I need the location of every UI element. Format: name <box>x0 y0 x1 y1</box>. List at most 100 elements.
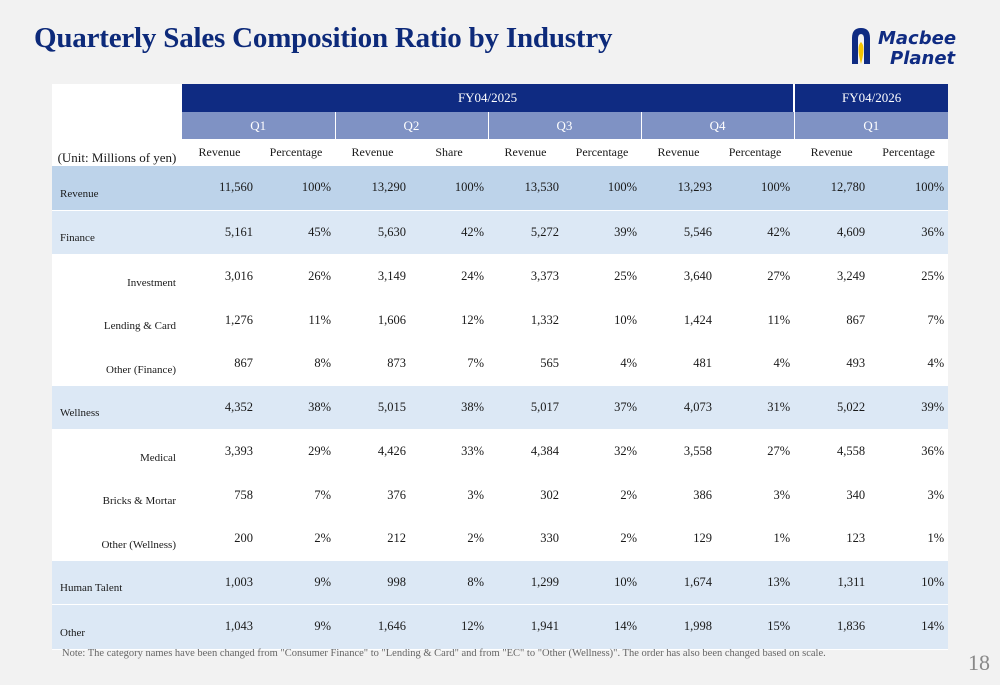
quarter-header-q1-2026: Q1 <box>793 112 949 139</box>
revenue-cell: 5,161 <box>182 210 257 255</box>
revenue-cell: 212 <box>387 531 406 546</box>
percentage-cell: 2% <box>467 531 484 546</box>
revenue-cell: 3,373 <box>530 269 559 284</box>
percentage-cell: 8% <box>314 356 331 371</box>
percentage-cell: 37% <box>563 385 641 430</box>
macbee-planet-logo: Macbee Planet <box>852 28 957 68</box>
percentage-cell: 39% <box>563 210 641 255</box>
row-label: Finance <box>52 210 182 255</box>
revenue-cell: 3,249 <box>836 269 866 284</box>
revenue-cell: 5,015 <box>335 385 410 430</box>
revenue-cell: 13,290 <box>335 166 410 211</box>
row-label: Investment <box>52 255 182 299</box>
percentage-cell: 4% <box>620 356 637 371</box>
row-label-text: Other <box>60 626 86 639</box>
percentage-cell: 3% <box>773 487 791 502</box>
table-row: Investment 3,016 26% 3,149 24% 3,373 25% 3,640 2… <box>52 255 948 299</box>
percentage-cell: 10% <box>614 312 637 327</box>
revenue-cell: 3,149 <box>377 269 406 284</box>
percentage-cell: 15% <box>716 604 795 650</box>
revenue-cell: 4,352 <box>182 385 257 430</box>
revenue-cell: 302 <box>540 487 559 502</box>
row-label-text: Revenue <box>60 187 99 200</box>
percentage-cell: 7% <box>314 487 331 502</box>
row-label-text: Wellness <box>60 407 100 420</box>
table-row: Other (Finance) 867 8% 873 7% 565 4% 481 4% 493 4% <box>52 342 948 386</box>
revenue-cell: 565 <box>540 356 559 371</box>
percentage-cell: 26% <box>308 269 331 284</box>
revenue-cell: 12,780 <box>794 166 870 211</box>
percentage-cell: 2% <box>314 531 331 546</box>
revenue-cell: 3,558 <box>683 444 712 459</box>
percentage-cell: 39% <box>869 385 949 430</box>
row-label-text: Lending & Card <box>103 320 176 333</box>
table-row: Other (Wellness) 200 2% 212 2% 330 2% 129 1% 123 1… <box>52 517 948 561</box>
revenue-cell: 4,558 <box>836 444 866 459</box>
percentage-cell: 100% <box>869 166 949 211</box>
revenue-cell: 1,332 <box>530 312 559 327</box>
logo-line2: Planet <box>890 48 957 68</box>
revenue-cell: 873 <box>387 356 406 371</box>
revenue-cell: 1,311 <box>794 560 870 605</box>
revenue-cell: 1,998 <box>641 604 716 650</box>
revenue-cell: 5,630 <box>335 210 410 255</box>
revenue-cell: 867 <box>846 312 866 327</box>
column-header: Share <box>435 145 463 159</box>
revenue-cell: 1,299 <box>488 560 563 605</box>
percentage-cell: 42% <box>716 210 795 255</box>
table-row: Lending & Card 1,276 11% 1,606 12% 1,332 10% 1,… <box>52 299 948 343</box>
logo-mark-icon <box>852 28 870 64</box>
percentage-cell: 45% <box>257 210 335 255</box>
percentage-cell: 12% <box>461 312 484 327</box>
row-label: Lending & Card <box>52 299 182 343</box>
percentage-cell: 11% <box>767 312 791 327</box>
percentage-cell: 25% <box>614 269 637 284</box>
revenue-cell: 1,836 <box>794 604 870 650</box>
percentage-cell: 36% <box>869 210 949 255</box>
revenue-cell: 5,022 <box>794 385 870 430</box>
percentage-cell: 14% <box>563 604 641 650</box>
revenue-cell: 998 <box>335 560 410 605</box>
revenue-cell: 376 <box>387 487 406 502</box>
percentage-cell: 36% <box>921 444 945 459</box>
revenue-cell: 386 <box>693 487 712 502</box>
revenue-cell: 1,941 <box>488 604 563 650</box>
percentage-cell: 4% <box>927 356 945 371</box>
revenue-cell: 5,272 <box>488 210 563 255</box>
percentage-cell: 1% <box>773 531 791 546</box>
row-label-text: Human Talent <box>60 582 123 595</box>
revenue-cell: 4,384 <box>530 444 559 459</box>
percentage-cell: 29% <box>308 444 331 459</box>
column-header: Percentage <box>575 145 629 159</box>
revenue-cell: 4,073 <box>641 385 716 430</box>
revenue-cell: 123 <box>846 531 866 546</box>
percentage-cell: 10% <box>869 560 949 605</box>
revenue-cell: 129 <box>693 531 712 546</box>
table-row: Revenue 11,560 100% 13,290 100% 13,530 100% 13,… <box>52 166 949 211</box>
percentage-cell: 33% <box>461 444 484 459</box>
revenue-cell: 5,017 <box>488 385 563 430</box>
column-header: Percentage <box>728 145 782 159</box>
revenue-cell: 1,276 <box>224 312 253 327</box>
revenue-cell: 1,043 <box>182 604 257 650</box>
page-title: Quarterly Sales Composition Ratio by Ind… <box>34 22 613 54</box>
percentage-cell: 14% <box>869 604 949 650</box>
row-label-text: Bricks & Mortar <box>102 495 176 508</box>
column-header: Revenue <box>198 145 241 159</box>
column-header: Revenue <box>504 145 547 159</box>
percentage-cell: 12% <box>410 604 488 650</box>
percentage-cell: 7% <box>467 356 484 371</box>
percentage-cell: 9% <box>257 560 335 605</box>
row-label: Human Talent <box>52 560 182 605</box>
revenue-cell: 4,426 <box>377 444 406 459</box>
quarter-header-q2: Q2 <box>334 112 488 139</box>
row-label: Other (Wellness) <box>52 517 182 561</box>
quarter-header-q1: Q1 <box>182 112 335 139</box>
row-label-text: Other (Wellness) <box>101 538 176 551</box>
column-header: Revenue <box>351 145 394 159</box>
revenue-cell: 13,530 <box>488 166 563 211</box>
column-header: Percentage <box>269 145 323 159</box>
revenue-cell: 4,609 <box>794 210 870 255</box>
revenue-cell: 13,293 <box>641 166 716 211</box>
percentage-cell: 8% <box>410 560 488 605</box>
